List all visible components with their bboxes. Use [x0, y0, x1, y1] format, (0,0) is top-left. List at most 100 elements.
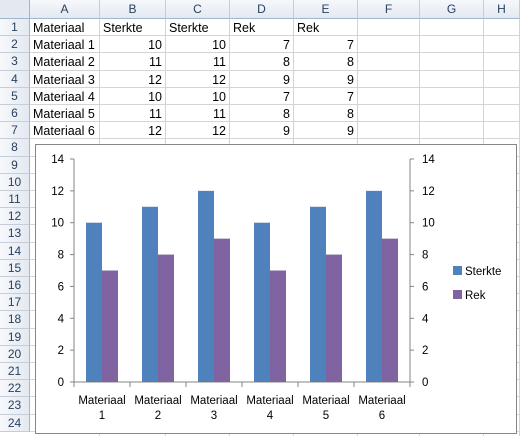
x-tick-label: Materiaal: [358, 395, 405, 407]
cell-c4[interactable]: 12: [212, 72, 226, 87]
row-header-19[interactable]: 19: [0, 328, 30, 346]
cell-e3[interactable]: 8: [347, 55, 354, 70]
y-tick-label: 12: [51, 186, 64, 198]
y-tick-label: 6: [58, 281, 64, 293]
cell-d5[interactable]: 7: [283, 89, 290, 104]
cell-c3[interactable]: 11: [213, 55, 226, 70]
row-gridline: [30, 35, 520, 37]
cell-e2[interactable]: 7: [347, 38, 354, 53]
legend-label-rek: Rek: [465, 290, 486, 302]
y2-tick-label: 0: [422, 377, 428, 389]
cell-b5[interactable]: 10: [148, 89, 162, 104]
legend-swatch-rek: [453, 290, 462, 299]
cell-e6[interactable]: 8: [347, 107, 354, 121]
cell-c5[interactable]: 10: [212, 89, 226, 104]
row-header-1[interactable]: 1: [0, 19, 30, 37]
cell-e7[interactable]: 9: [347, 124, 354, 139]
cell-b4[interactable]: 12: [148, 72, 162, 87]
row-header-20[interactable]: 20: [0, 345, 30, 363]
cell-a2[interactable]: Materiaal 1: [33, 38, 95, 53]
row-header-4[interactable]: 4: [0, 70, 30, 88]
x-tick-label: 5: [323, 410, 329, 422]
column-header-d[interactable]: D: [230, 0, 294, 19]
row-header-11[interactable]: 11: [0, 191, 30, 209]
y2-tick-label: 2: [422, 345, 428, 357]
legend-label-sterkte: Sterkte: [465, 266, 501, 278]
bar-rek-6: [382, 238, 398, 382]
x-tick-label: 4: [267, 410, 274, 422]
cell-a1[interactable]: Materiaal: [33, 21, 85, 35]
row-header-3[interactable]: 3: [0, 53, 30, 71]
column-header-c[interactable]: C: [166, 0, 230, 19]
y-tick-label: 2: [58, 345, 64, 357]
cell-e1[interactable]: Rek: [297, 21, 320, 35]
column-header-h[interactable]: H: [484, 0, 520, 19]
column-header-b[interactable]: B: [100, 0, 166, 19]
cell-d3[interactable]: 8: [283, 55, 290, 70]
row-header-14[interactable]: 14: [0, 242, 30, 260]
cell-a7[interactable]: Materiaal 6: [33, 124, 95, 139]
row-header-16[interactable]: 16: [0, 277, 30, 295]
cell-b7[interactable]: 12: [148, 124, 162, 139]
cell-a4[interactable]: Materiaal 3: [33, 72, 95, 87]
row-gridline: [30, 121, 520, 123]
x-tick-label: Materiaal: [190, 395, 237, 407]
cell-b2[interactable]: 10: [148, 38, 162, 53]
cell-d4[interactable]: 9: [283, 72, 290, 87]
row-header-8[interactable]: 8: [0, 139, 30, 157]
y-tick-label: 14: [51, 154, 64, 166]
cell-b6[interactable]: 11: [149, 107, 162, 121]
x-tick-label: Materiaal: [302, 395, 349, 407]
cell-d1[interactable]: Rek: [233, 21, 256, 35]
row-header-10[interactable]: 10: [0, 173, 30, 191]
row-gridline: [30, 86, 520, 88]
row-header-18[interactable]: 18: [0, 311, 30, 329]
x-tick-label: 1: [99, 410, 105, 422]
y-tick-label: 0: [58, 377, 64, 389]
cell-a5[interactable]: Materiaal 4: [33, 89, 95, 104]
row-header-2[interactable]: 2: [0, 36, 30, 54]
row-header-12[interactable]: 12: [0, 208, 30, 226]
y2-tick-label: 10: [422, 218, 435, 230]
cell-c1[interactable]: Sterkte: [169, 21, 209, 35]
cell-a6[interactable]: Materiaal 5: [33, 107, 95, 121]
column-header-g[interactable]: G: [420, 0, 484, 19]
select-all-corner[interactable]: [0, 0, 30, 19]
row-header-5[interactable]: 5: [0, 87, 30, 105]
cell-c2[interactable]: 10: [212, 38, 226, 53]
cell-b1[interactable]: Sterkte: [103, 21, 143, 35]
cell-a3[interactable]: Materiaal 2: [33, 55, 95, 70]
column-header-f[interactable]: F: [358, 0, 420, 19]
bar-rek-3: [214, 238, 230, 382]
row-header-22[interactable]: 22: [0, 380, 30, 398]
cell-e5[interactable]: 7: [347, 89, 354, 104]
row-header-6[interactable]: 6: [0, 105, 30, 123]
chart-area[interactable]: 0 2 4 6 8 10 12 14 0 2 4 6 8 10 12 14 Materiaal 1 Materiaa…: [35, 144, 517, 434]
cell-c6[interactable]: 11: [213, 107, 226, 121]
cell-d7[interactable]: 9: [283, 124, 290, 139]
row-header-21[interactable]: 21: [0, 363, 30, 381]
y2-tick-label: 4: [422, 313, 429, 325]
y-tick-label: 10: [51, 218, 64, 230]
column-header-a[interactable]: A: [30, 0, 100, 19]
bar-sterkte-2: [142, 206, 158, 382]
row-gridline: [30, 104, 520, 105]
row-header-7[interactable]: 7: [0, 122, 30, 140]
cell-c7[interactable]: 12: [212, 124, 226, 139]
row-header-13[interactable]: 13: [0, 225, 30, 243]
row-header-23[interactable]: 23: [0, 397, 30, 415]
row-header-9[interactable]: 9: [0, 156, 30, 174]
x-tick-label: Materiaal: [134, 395, 181, 407]
row-gridline: [30, 69, 520, 71]
y2-tick-label: 8: [422, 250, 428, 262]
column-header-e[interactable]: E: [294, 0, 358, 19]
cell-b3[interactable]: 11: [149, 55, 162, 70]
row-header-15[interactable]: 15: [0, 259, 30, 277]
cell-d2[interactable]: 7: [283, 38, 290, 53]
cell-e4[interactable]: 9: [347, 72, 354, 87]
x-tick-label: Materiaal: [78, 395, 125, 407]
row-header-17[interactable]: 17: [0, 294, 30, 312]
row-header-24[interactable]: 24: [0, 414, 30, 432]
cell-d6[interactable]: 8: [283, 107, 290, 121]
bar-rek-1: [102, 270, 118, 382]
